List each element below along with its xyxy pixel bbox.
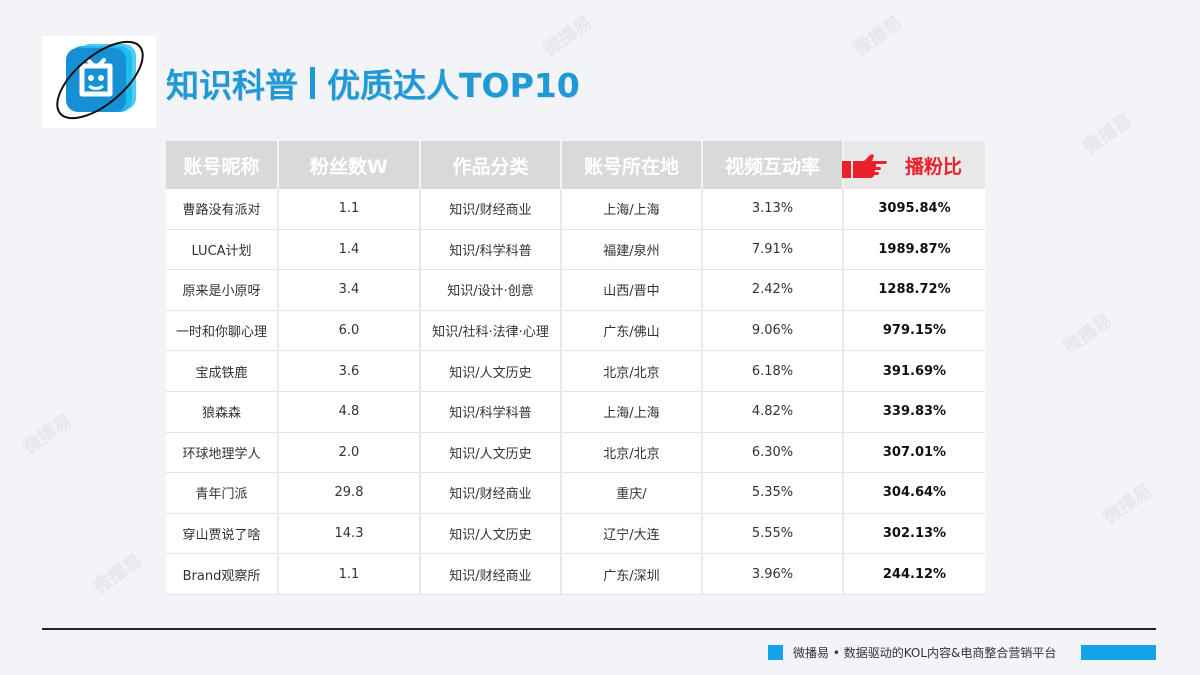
col-header-name: 账号昵称 <box>166 141 279 189</box>
cell-ratio: 244.12% <box>843 553 985 595</box>
title-divider <box>310 67 315 99</box>
cell-ratio: 1989.87% <box>843 229 985 271</box>
cell-interaction: 3.96% <box>702 553 844 595</box>
cell-name: LUCA计划 <box>166 229 279 271</box>
footer-bar <box>1081 645 1156 660</box>
pointing-hand-icon <box>842 154 887 178</box>
cell-ratio: 1288.72% <box>843 269 985 311</box>
table-row: 原来是小原呀 3.4 知识/设计·创意 山西/晋中 2.42% 1288.72% <box>166 269 985 311</box>
kol-table: 账号昵称 粉丝数W 作品分类 账号所在地 视频互动率 播粉比 曹路没有派对 1.… <box>166 141 985 595</box>
cell-interaction: 7.91% <box>702 229 844 271</box>
table-row: 狼森森 4.8 知识/科学科普 上海/上海 4.82% 339.83% <box>166 391 985 433</box>
cell-fans: 1.1 <box>278 189 421 230</box>
cell-category: 知识/财经商业 <box>420 472 562 514</box>
cell-ratio: 391.69% <box>843 350 985 392</box>
cell-ratio: 339.83% <box>843 391 985 433</box>
watermark: 微播易 <box>89 550 147 599</box>
footer-divider <box>42 628 1156 630</box>
cell-category: 知识/人文历史 <box>420 513 562 555</box>
table-row: 环球地理学人 2.0 知识/人文历史 北京/北京 6.30% 307.01% <box>166 432 985 474</box>
cell-interaction: 9.06% <box>702 310 844 352</box>
cell-ratio: 979.15% <box>843 310 985 352</box>
cell-category: 知识/社科·法律·心理 <box>420 310 562 352</box>
cell-location: 重庆/ <box>561 472 703 514</box>
table-row: Brand观察所 1.1 知识/财经商业 广东/深圳 3.96% 244.12% <box>166 553 985 595</box>
cell-interaction: 6.30% <box>702 432 844 474</box>
cell-fans: 1.4 <box>278 229 421 271</box>
cell-name: 宝成铁鹿 <box>166 350 279 392</box>
table-row: LUCA计划 1.4 知识/科学科普 福建/泉州 7.91% 1989.87% <box>166 229 985 271</box>
footer-square-marker <box>768 645 783 660</box>
cell-interaction: 4.82% <box>702 391 844 433</box>
cell-fans: 1.1 <box>278 553 421 595</box>
cell-location: 广东/佛山 <box>561 310 703 352</box>
cell-name: 原来是小原呀 <box>166 269 279 311</box>
watermark: 微播易 <box>1079 110 1136 159</box>
cell-fans: 2.0 <box>278 432 421 474</box>
cell-fans: 6.0 <box>278 310 421 352</box>
page-title: 知识科普 优质达人TOP10 <box>166 58 580 108</box>
cell-location: 上海/上海 <box>561 391 703 433</box>
cell-category: 知识/财经商业 <box>420 189 562 230</box>
cell-location: 北京/北京 <box>561 350 703 392</box>
cell-fans: 3.6 <box>278 350 421 392</box>
title-part2: 优质达人TOP10 <box>327 66 580 105</box>
col-header-fans: 粉丝数W <box>278 141 421 189</box>
cell-fans: 29.8 <box>278 472 421 514</box>
cell-interaction: 5.55% <box>702 513 844 555</box>
watermark: 微播易 <box>849 12 906 61</box>
cell-location: 广东/深圳 <box>561 553 703 595</box>
cell-interaction: 2.42% <box>702 269 844 311</box>
cell-category: 知识/人文历史 <box>420 350 562 392</box>
watermark: 微播易 <box>539 12 596 61</box>
cell-category: 知识/人文历史 <box>420 432 562 474</box>
watermark: 微播易 <box>1059 310 1116 359</box>
cell-name: 环球地理学人 <box>166 432 279 474</box>
cell-interaction: 6.18% <box>702 350 844 392</box>
col-header-location: 账号所在地 <box>561 141 703 189</box>
cell-interaction: 3.13% <box>702 189 844 230</box>
col-header-ratio: 播粉比 <box>842 141 985 189</box>
cell-location: 山西/晋中 <box>561 269 703 311</box>
cell-name: Brand观察所 <box>166 553 279 595</box>
cell-location: 北京/北京 <box>561 432 703 474</box>
watermark: 微播易 <box>19 410 77 459</box>
tv-logo-icon <box>56 40 144 120</box>
table-row: 一时和你聊心理 6.0 知识/社科·法律·心理 广东/佛山 9.06% 979.… <box>166 310 985 352</box>
cell-name: 青年门派 <box>166 472 279 514</box>
cell-location: 辽宁/大连 <box>561 513 703 555</box>
cell-fans: 4.8 <box>278 391 421 433</box>
watermark: 微播易 <box>1099 480 1156 529</box>
cell-interaction: 5.35% <box>702 472 844 514</box>
ratio-header-label: 播粉比 <box>904 155 962 178</box>
footer-text: 微播易 • 数据驱动的KOL内容&电商整合营销平台 <box>793 646 1057 660</box>
cell-category: 知识/财经商业 <box>420 553 562 595</box>
cell-name: 一时和你聊心理 <box>166 310 279 352</box>
table-row: 青年门派 29.8 知识/财经商业 重庆/ 5.35% 304.64% <box>166 472 985 514</box>
cell-location: 福建/泉州 <box>561 229 703 271</box>
cell-ratio: 304.64% <box>843 472 985 514</box>
cell-ratio: 3095.84% <box>843 189 985 230</box>
cell-location: 上海/上海 <box>561 189 703 230</box>
cell-fans: 14.3 <box>278 513 421 555</box>
cell-fans: 3.4 <box>278 269 421 311</box>
cell-name: 狼森森 <box>166 391 279 433</box>
cell-name: 穿山贾说了啥 <box>166 513 279 555</box>
table-row: 宝成铁鹿 3.6 知识/人文历史 北京/北京 6.18% 391.69% <box>166 350 985 392</box>
cell-name: 曹路没有派对 <box>166 189 279 230</box>
title-part1: 知识科普 <box>166 66 298 105</box>
col-header-category: 作品分类 <box>420 141 562 189</box>
brand-logo <box>42 36 156 128</box>
cell-category: 知识/科学科普 <box>420 391 562 433</box>
cell-category: 知识/科学科普 <box>420 229 562 271</box>
cell-category: 知识/设计·创意 <box>420 269 562 311</box>
table-row: 穿山贾说了啥 14.3 知识/人文历史 辽宁/大连 5.55% 302.13% <box>166 513 985 555</box>
col-header-interaction: 视频互动率 <box>702 141 844 189</box>
table-row: 曹路没有派对 1.1 知识/财经商业 上海/上海 3.13% 3095.84% <box>166 189 985 230</box>
cell-ratio: 302.13% <box>843 513 985 555</box>
cell-ratio: 307.01% <box>843 432 985 474</box>
table-header-row: 账号昵称 粉丝数W 作品分类 账号所在地 视频互动率 播粉比 <box>166 141 985 189</box>
